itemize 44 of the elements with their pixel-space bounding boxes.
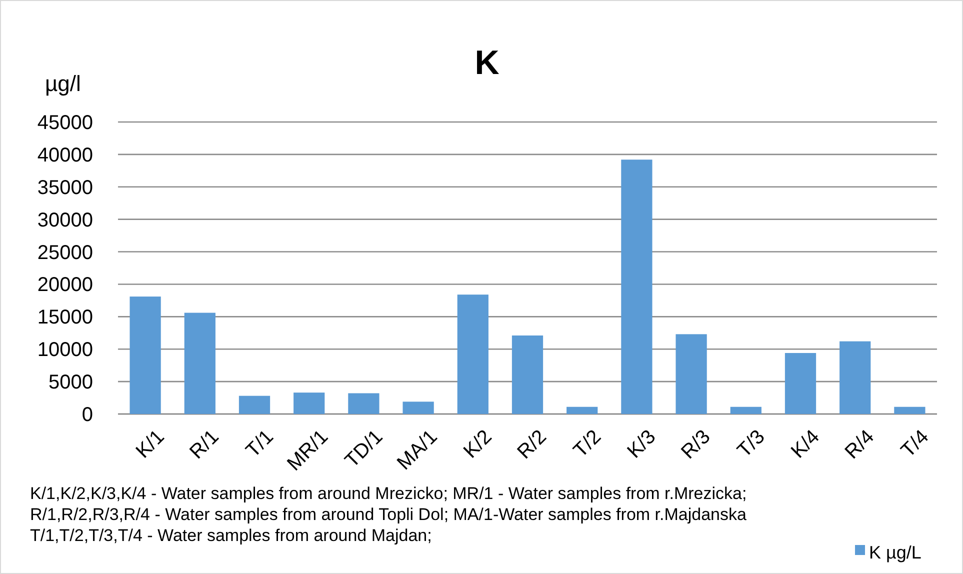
x-tick-label: T/1 xyxy=(242,426,278,462)
x-tick-label: R/3 xyxy=(677,426,715,464)
x-tick-label: R/2 xyxy=(513,426,551,464)
bar xyxy=(894,406,926,414)
x-tick-label: K/1 xyxy=(132,426,169,463)
bar xyxy=(621,160,652,414)
y-tick-label: 15000 xyxy=(37,306,93,329)
legend-label: K µg/L xyxy=(869,542,922,562)
bar xyxy=(402,402,434,414)
bar xyxy=(784,353,816,414)
bar xyxy=(348,393,380,414)
bar xyxy=(184,312,216,414)
bar xyxy=(512,335,544,414)
y-tick-label: 40000 xyxy=(37,144,93,166)
text: K/1,K/2,K/3,K/4 - Water samples from around Mrezicko; MR/1 - Water samples from r.Mrezicka; xyxy=(30,484,747,503)
y-tick-label: 20000 xyxy=(37,274,93,296)
x-tick-label: TD/1 xyxy=(340,426,388,472)
x-tick-label: T/3 xyxy=(733,426,770,462)
x-tick-label: K/4 xyxy=(787,426,824,463)
x-tick-label: T/2 xyxy=(570,426,606,462)
x-tick-label: K/2 xyxy=(460,426,496,463)
y-tick-label: 10000 xyxy=(37,339,93,362)
text: R/1,R/2,R/3,R/4 - Water samples from around Topli Dol; MA/1-Water samples from r.Majdanska xyxy=(30,505,747,524)
bar xyxy=(457,294,488,414)
text: T/1,T/2,T/3,T/4 - Water samples from around Majdan; xyxy=(30,526,432,545)
chart-title: K xyxy=(474,44,500,82)
y-tick-label: 0 xyxy=(82,404,93,426)
bar xyxy=(676,334,707,414)
y-axis-title: µg/l xyxy=(45,71,81,96)
bar xyxy=(840,341,871,414)
y-tick-label: 25000 xyxy=(37,242,93,264)
y-tick-label: 45000 xyxy=(37,112,93,134)
bar xyxy=(130,296,161,414)
bar xyxy=(238,396,270,414)
y-tick-label: 35000 xyxy=(37,176,93,199)
bar xyxy=(730,406,762,414)
x-tick-label: R/1 xyxy=(186,426,224,464)
x-tick-label: K/3 xyxy=(623,426,660,463)
x-tick-label: T/4 xyxy=(897,426,934,462)
bar xyxy=(294,392,325,414)
x-tick-label: R/4 xyxy=(840,426,879,464)
y-tick-label: 5000 xyxy=(48,372,93,394)
bar xyxy=(566,406,598,414)
y-tick-label: 30000 xyxy=(37,209,93,232)
